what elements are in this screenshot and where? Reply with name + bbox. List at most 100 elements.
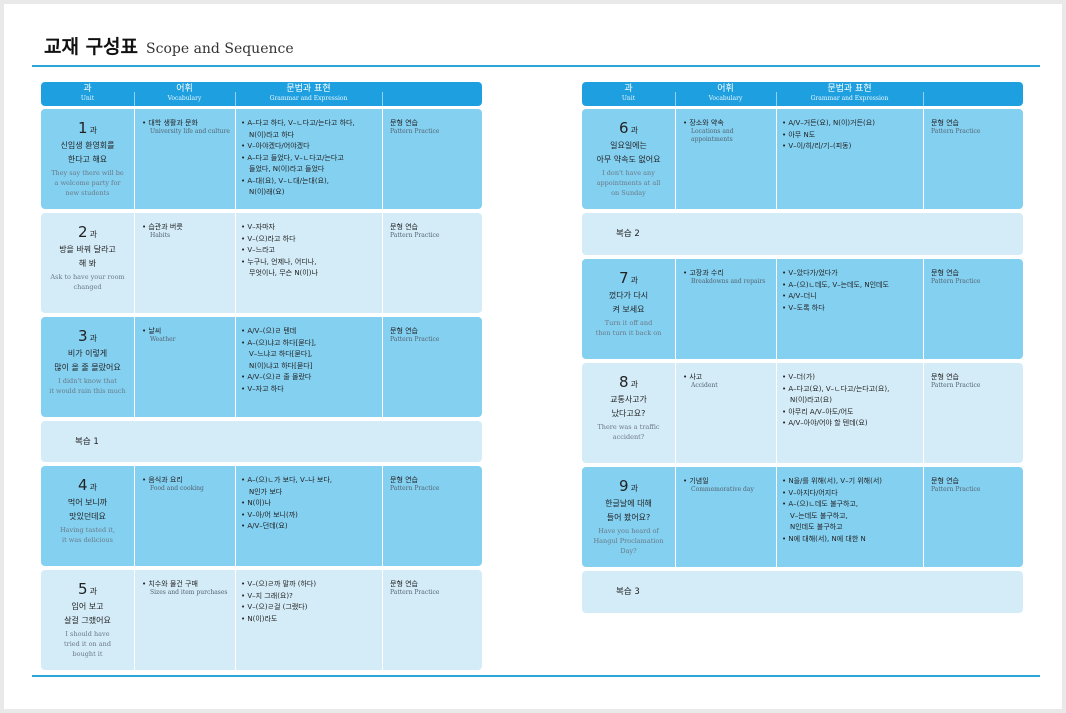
grammar-cell: • A–(으)ㄴ가 보다, V–나 보다, N인가 보다 • N(이)나 • V–아/… — [235, 466, 382, 566]
grammar-item: • A–다고(요), V–ㄴ다고/는다고(요), — [782, 384, 890, 393]
pattern-cell: 문형 연습 Pattern Practice — [923, 467, 1023, 567]
vocabulary-cell: • 장소와 약속 Locations and appointments — [675, 109, 776, 209]
grammar-item: • V–자고 하다 — [241, 384, 284, 393]
pattern-practice-english: Pattern Practice — [390, 485, 440, 492]
grammar-list: • N을/를 위해(서), V–기 위해(서) • V–아지다/어지다 • A–(으… — [782, 476, 923, 545]
column-divider — [235, 213, 236, 313]
grammar-item: • 아무 N도 — [782, 130, 816, 139]
lesson-title-korean: 맛있던데요 — [69, 512, 106, 521]
review-row: 복습 3 — [582, 571, 1023, 613]
grammar-item: N(이)라고 하다 — [249, 130, 295, 139]
vocabulary-cell: • 대학 생활과 문화 University life and culture — [134, 109, 235, 209]
vocabulary-english: Breakdowns and repairs — [691, 278, 766, 285]
review-label: 복습 2 — [616, 229, 640, 239]
grammar-item: • A–(으)냐고 하다[묻다], — [241, 338, 317, 347]
vocabulary-korean: • 고장과 수리 — [683, 269, 724, 277]
vocabulary-english: Locations and appointments — [691, 128, 734, 143]
pattern-practice-english: Pattern Practice — [931, 382, 981, 389]
page: 교재 구성표 Scope and Sequence 과 Unit 어휘 Vocabul… — [4, 4, 1062, 709]
grammar-cell: • N을/를 위해(서), V–기 위해(서) • V–아지다/어지다 • A–(으… — [776, 467, 923, 567]
grammar-item: • A/V–(으)ㄹ 텐데 — [241, 327, 297, 335]
grammar-cell: • V–더(가) • A–다고(요), V–ㄴ다고/는다고(요), N(이)라고(요… — [776, 363, 923, 463]
vocabulary-cell: • 고장과 수리 Breakdowns and repairs — [675, 259, 776, 359]
lesson-number-value: 1 — [78, 119, 88, 137]
header-grammar-korean: 문법과 표현 — [286, 84, 331, 94]
lesson-row: 2 과 방을 바꿔 달라고 해 봐 Ask to have your room chang… — [41, 213, 482, 313]
page-title-english: Scope and Sequence — [146, 41, 294, 57]
vocabulary-english: Sizes and item purchases — [150, 589, 228, 596]
header-grammar-english: Grammar and Expression — [810, 95, 889, 102]
lesson-number-suffix: 과 — [89, 230, 97, 239]
grammar-item: • A–(으)ㄴ데도 불구하고, — [782, 500, 859, 508]
column-divider — [235, 466, 236, 566]
grammar-item: • A/V–더니 — [782, 292, 817, 300]
column-divider — [923, 363, 924, 463]
lesson-number-value: 3 — [78, 327, 88, 345]
header-vocabulary-english: Vocabulary — [708, 95, 743, 102]
header-vocabulary: 어휘 Vocabulary — [134, 84, 235, 103]
lesson-cell: 8 과 교통사고가 났다고요? There was a traffic accident? — [582, 363, 675, 463]
column-divider — [923, 109, 924, 209]
pattern-practice-korean: 문형 연습 — [390, 476, 418, 484]
header-vocabulary-korean: 어휘 — [176, 84, 193, 94]
grammar-item: N(이)냐고 하다[묻다] — [249, 361, 313, 370]
lesson-cell: 7 과 껐다가 다시 켜 보세요 Turn it off and then turn it… — [582, 259, 675, 359]
lesson-number-suffix: 과 — [89, 483, 97, 492]
column-divider — [923, 259, 924, 359]
lesson-title-korean: 살걸 그랬어요 — [64, 616, 111, 625]
header-separator — [776, 92, 777, 106]
header-grammar: 문법과 표현 Grammar and Expression — [776, 84, 923, 103]
grammar-item: 들었다, N(이)라고 들었다 — [249, 165, 325, 173]
lesson-number-suffix: 과 — [630, 126, 638, 135]
lesson-cell: 1 과 신입생 환영회를 한다고 해요 They say there will be a … — [41, 109, 134, 209]
grammar-cell: • A/V–(으)ㄹ 텐데 • A–(으)냐고 하다[묻다], V–느냐고 하다[묻… — [235, 317, 382, 417]
grammar-item: • 누구나, 언제나, 어디나, — [241, 257, 317, 266]
column-divider — [776, 109, 777, 209]
grammar-item: • V–자마자 — [241, 223, 275, 231]
column-divider — [235, 317, 236, 417]
lesson-cell: 6 과 일요일에는 아무 약속도 없어요 I don't have any appoint… — [582, 109, 675, 209]
grammar-list: • A/V–거든(요), N(이)거든(요) • 아무 N도 • V–이/히/리/기… — [782, 118, 923, 153]
header-grammar-korean: 문법과 표현 — [827, 84, 872, 94]
vocabulary-cell: • 음식과 요리 Food and cooking — [134, 466, 235, 566]
vocabulary-cell: • 날씨 Weather — [134, 317, 235, 417]
left-column: 과 Unit 어휘 Vocabulary 문법과 표현 Grammar and Expre… — [41, 82, 482, 670]
lesson-number-value: 6 — [619, 119, 629, 137]
lesson-number-value: 4 — [78, 476, 88, 494]
lesson-cell: 2 과 방을 바꿔 달라고 해 봐 Ask to have your room chang… — [41, 213, 134, 313]
lesson-cell: 9 과 한글날에 대해 들어 봤어요? Have you heard of Hangul … — [582, 467, 675, 567]
grammar-list: • V–더(가) • A–다고(요), V–ㄴ다고/는다고(요), N(이)라고(요… — [782, 372, 923, 430]
vocabulary-korean: • 습관과 버릇 — [142, 223, 183, 231]
column-divider — [134, 109, 135, 209]
vocabulary-korean: • 날씨 — [142, 327, 162, 335]
grammar-item: • V–느라고 — [241, 246, 275, 254]
header-unit-english: Unit — [80, 95, 95, 102]
lesson-row: 3 과 비가 이렇게 많이 올 줄 몰랐어요 I didn't know that it … — [41, 317, 482, 417]
grammar-list: • A–(으)ㄴ가 보다, V–나 보다, N인가 보다 • N(이)나 • V–아/… — [241, 475, 382, 533]
lesson-title-korean: 교통사고가 — [610, 395, 647, 404]
lesson-title-korean: 먹어 보니까 — [67, 498, 108, 507]
vocabulary-english: Food and cooking — [150, 485, 204, 492]
grammar-item: • V–(으)ㄹ까 말까 (하다) — [241, 580, 317, 588]
column-divider — [675, 467, 676, 567]
lesson-row: 8 과 교통사고가 났다고요? There was a traffic accident?… — [582, 363, 1023, 463]
lesson-title-korean: 많이 올 줄 몰랐어요 — [54, 363, 121, 372]
lesson-row: 9 과 한글날에 대해 들어 봤어요? Have you heard of Hangul … — [582, 467, 1023, 567]
grammar-item: • V–이/히/리/기–(피동) — [782, 142, 852, 150]
vocabulary-korean: • 장소와 약속 — [683, 119, 724, 127]
lesson-cell: 3 과 비가 이렇게 많이 올 줄 몰랐어요 I didn't know that it … — [41, 317, 134, 417]
column-divider — [675, 109, 676, 209]
lesson-title-korean: 비가 이렇게 — [67, 349, 108, 358]
pattern-practice-english: Pattern Practice — [390, 128, 440, 135]
grammar-list: • A/V–(으)ㄹ 텐데 • A–(으)냐고 하다[묻다], V–느냐고 하다[묻… — [241, 326, 382, 395]
lesson-number-suffix: 과 — [630, 380, 638, 389]
lesson-number-suffix: 과 — [89, 334, 97, 343]
lesson-title-english: Turn it off and then turn it back on — [595, 319, 662, 337]
lesson-number-value: 5 — [78, 580, 88, 598]
grammar-item: • A/V–(으)ㄹ 줄 몰랐다 — [241, 373, 312, 381]
